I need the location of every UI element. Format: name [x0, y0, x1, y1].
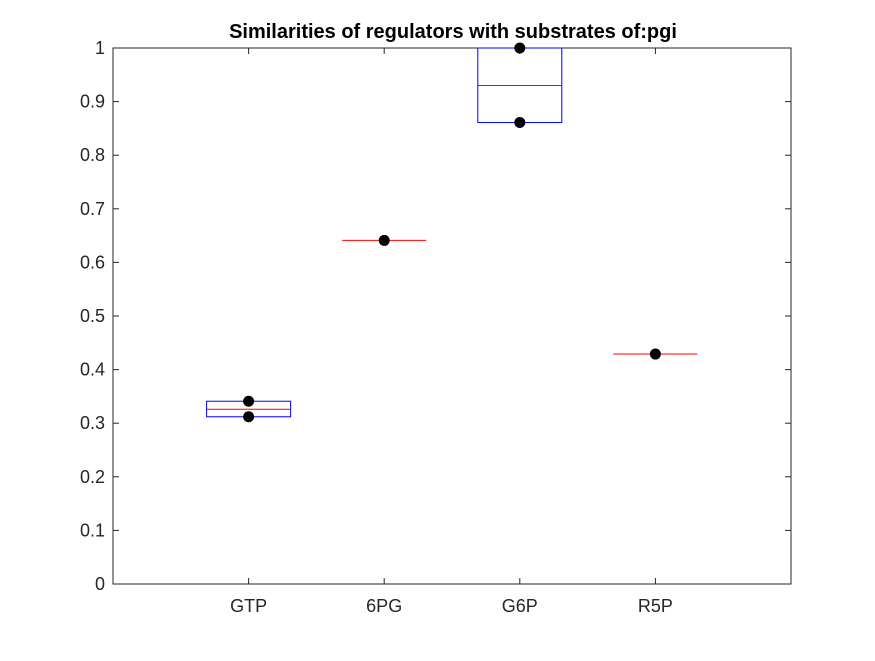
- y-tick-label: 0.2: [80, 467, 105, 487]
- data-point-g6p: [514, 42, 526, 54]
- plot-area: [112, 47, 792, 585]
- y-tick-label: 0.1: [80, 520, 105, 540]
- y-tick-label: 0.4: [80, 360, 105, 380]
- y-tick-label: 1: [95, 38, 105, 58]
- data-point-r5p: [649, 348, 661, 360]
- chart-title: Similarities of regulators with substrat…: [229, 21, 677, 43]
- data-point-gtp: [243, 411, 255, 423]
- x-tick-label: GTP: [230, 596, 267, 616]
- y-tick-label: 0.5: [80, 306, 105, 326]
- points: [243, 42, 661, 423]
- y-tick-label: 0.6: [80, 252, 105, 272]
- data-point-g6p: [514, 117, 526, 129]
- data-point-gtp: [243, 395, 255, 407]
- y-tick-label: 0: [95, 574, 105, 594]
- x-tick-label: 6PG: [366, 596, 402, 616]
- y-tick-label: 0.8: [80, 145, 105, 165]
- y-tick-label: 0.3: [80, 413, 105, 433]
- x-axis: GTP 6PG G6P R5P: [230, 48, 673, 616]
- x-tick-label: R5P: [638, 596, 673, 616]
- y-tick-label: 0.9: [80, 92, 105, 112]
- x-tick-label: G6P: [502, 596, 538, 616]
- y-axis: 0 0.1 0.2 0.3 0.4 0.5 0.6 0.7 0.8 0.9 1: [80, 38, 791, 594]
- data-point-6pg: [378, 234, 390, 246]
- y-tick-label: 0.7: [80, 199, 105, 219]
